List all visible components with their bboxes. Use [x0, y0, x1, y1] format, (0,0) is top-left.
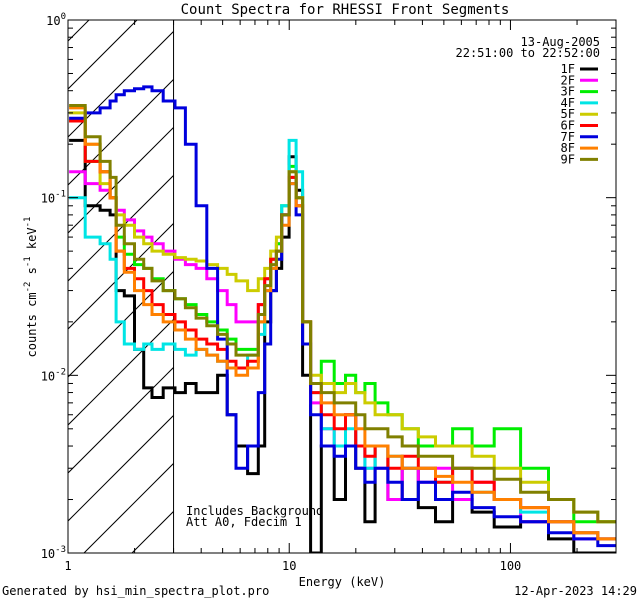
x-tick-labels: 1 10 100: [64, 559, 521, 573]
series-line-9f: [69, 104, 616, 524]
y-tick-labels: 100 10-1 10-2 10-3: [41, 12, 66, 561]
x-tick-label: 1: [64, 559, 71, 573]
x-axis-label: Energy (keV): [299, 575, 386, 589]
hatch-line: [68, 126, 174, 234]
legend-label: 9F: [561, 152, 575, 166]
generated-by-footer: Generated by hsi_min_spectra_plot.pro: [2, 584, 269, 598]
y-tick-label: 10-1: [41, 190, 66, 206]
legend-label: 3F: [561, 85, 575, 99]
y-tick-label: 10-3: [41, 545, 66, 561]
axis-ticks: [67, 19, 617, 554]
hatch-line: [68, 270, 174, 378]
series-layer: [69, 85, 616, 553]
hatch-line: [68, 20, 90, 42]
hatch-line: [68, 30, 174, 138]
legend-label: 6F: [561, 119, 575, 133]
hatch-line: [68, 78, 174, 186]
legend-label: 2F: [561, 73, 575, 87]
plot-frame: [67, 19, 617, 554]
legend-label: 7F: [561, 130, 575, 144]
y-tick-label: 100: [46, 12, 66, 28]
series-line-5f: [69, 111, 616, 524]
y-tick-label: 10-2: [41, 367, 66, 383]
hatch-line: [68, 20, 138, 90]
hatch-line: [68, 414, 174, 522]
observation-date: 13-Aug-2005: [521, 35, 600, 49]
x-tick-label: 10: [282, 559, 296, 573]
legend-label: 5F: [561, 107, 575, 121]
observation-time-range: 22:51:00 to 22:52:00: [456, 46, 601, 60]
chart-title: Count Spectra for RHESSI Front Segments: [181, 2, 510, 18]
annotation-attenuator: Att A0, Fdecim 1: [186, 515, 302, 529]
hatch-line: [68, 318, 174, 426]
hatch-line: [68, 366, 174, 474]
x-tick-label: 100: [500, 559, 522, 573]
timestamp-footer: 12-Apr-2023 14:29: [514, 584, 637, 598]
legend-label: 4F: [561, 96, 575, 110]
legend-label: 8F: [561, 141, 575, 155]
y-axis-label: counts cm-2 s-1 keV-1: [23, 217, 39, 358]
hatch-line: [83, 462, 174, 553]
legend-label: 1F: [561, 62, 575, 76]
hatch-line: [68, 174, 174, 282]
hatch-line: [68, 222, 174, 330]
annotation-background: Includes Background: [186, 504, 323, 518]
